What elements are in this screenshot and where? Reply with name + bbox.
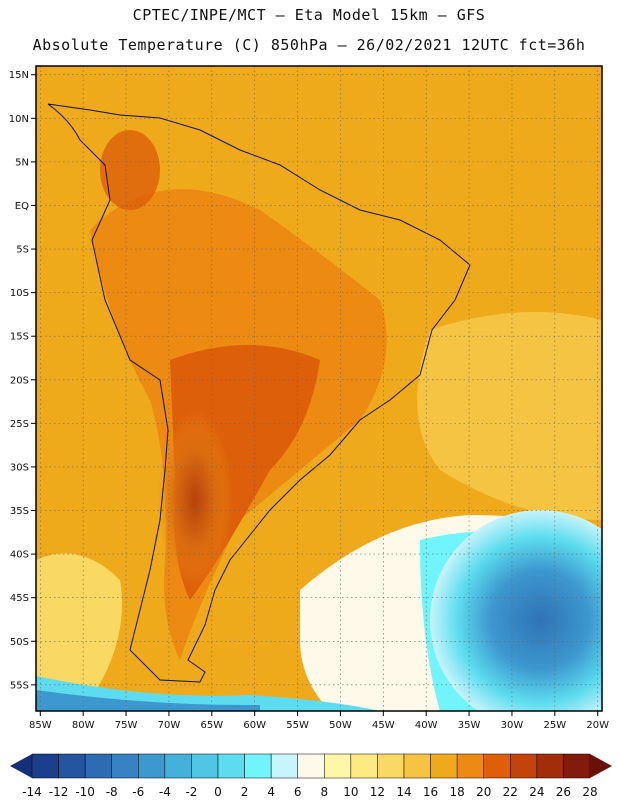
x-tick-label: 75W — [115, 720, 138, 731]
colorbar-label: 18 — [450, 785, 465, 799]
colorbar-swatch — [270, 753, 298, 779]
y-tick-label: 15N — [9, 70, 29, 81]
temperature-field — [36, 66, 602, 711]
colorbar-swatch — [138, 753, 166, 779]
colorbar-label: -10 — [75, 785, 95, 799]
colorbar-swatch — [377, 753, 405, 779]
colorbar-swatch — [430, 753, 458, 779]
y-tick-label: EQ — [15, 201, 29, 212]
colorbar-swatch — [217, 753, 245, 779]
y-tick-label: 5S — [16, 245, 29, 256]
y-tick-label: 5N — [15, 157, 29, 168]
colorbar-label: -6 — [132, 785, 144, 799]
y-tick-label: 40S — [10, 550, 29, 561]
title-line-2: Absolute Temperature (C) 850hPa – 26/02/… — [32, 36, 586, 54]
x-tick-label: 70W — [158, 720, 181, 731]
title-line-1: CPTEC/INPE/MCT – Eta Model 15km – GFS — [132, 6, 486, 24]
colorbar-label: 22 — [503, 785, 518, 799]
y-tick-label: 20S — [10, 375, 29, 386]
colorbar-label: 10 — [343, 785, 358, 799]
colorbar-left-arrow — [10, 754, 32, 778]
colorbar-swatch — [31, 753, 59, 779]
x-tick-label: 45W — [372, 720, 395, 731]
field-southern-strip-inner — [36, 690, 260, 711]
colorbar: -14 -12 -10 -8 -6 -4 -2 0 2 4 6 8 10 12 14 16 18 20 22 24 26… — [10, 753, 612, 799]
colorbar-swatch — [563, 753, 591, 779]
colorbar-swatch — [403, 753, 431, 779]
colorbar-swatch — [510, 753, 538, 779]
y-tick-label: 55S — [10, 680, 29, 691]
colorbar-label: -14 — [22, 785, 42, 799]
y-tick-label: 25S — [10, 419, 29, 430]
y-tick-label: 50S — [10, 637, 29, 648]
field-colombia-hot — [100, 130, 160, 210]
colorbar-swatch — [456, 753, 484, 779]
x-tick-label: 25W — [544, 720, 567, 731]
field-pacific-south — [36, 553, 122, 700]
colorbar-label: 2 — [241, 785, 249, 799]
colorbar-swatch — [324, 753, 352, 779]
y-tick-label: 30S — [10, 462, 29, 473]
colorbar-label: -8 — [106, 785, 118, 799]
colorbar-label: 26 — [556, 785, 571, 799]
x-tick-label: 55W — [286, 720, 309, 731]
colorbar-label: 4 — [267, 785, 275, 799]
field-hot-core — [157, 410, 233, 590]
y-tick-label: 10S — [10, 288, 29, 299]
colorbar-swatch — [244, 753, 272, 779]
x-tick-label: 30W — [501, 720, 524, 731]
x-tick-label: 35W — [458, 720, 481, 731]
x-tick-label: 65W — [200, 720, 223, 731]
x-tick-label: 20W — [586, 720, 609, 731]
colorbar-swatch — [297, 753, 325, 779]
y-tick-label: 45S — [10, 593, 29, 604]
colorbar-right-arrow — [590, 754, 612, 778]
colorbar-label: 14 — [396, 785, 411, 799]
colorbar-swatch — [111, 753, 139, 779]
colorbar-label: 8 — [320, 785, 328, 799]
colorbar-label: -2 — [185, 785, 197, 799]
colorbar-label: -4 — [159, 785, 171, 799]
map-frame — [35, 65, 603, 712]
colorbar-label: 16 — [423, 785, 438, 799]
axis-ticks: 85W 80W 75W 70W 65W 60W 55W 50W 45W 40W 35W 30W 25W 2… — [9, 70, 609, 731]
colorbar-swatch — [191, 753, 219, 779]
y-tick-label: 10N — [9, 114, 29, 125]
y-tick-label: 35S — [10, 506, 29, 517]
y-tick-label: 15S — [10, 332, 29, 343]
coastline-south-america — [47, 103, 471, 683]
x-tick-label: 80W — [72, 720, 95, 731]
colorbar-label: 20 — [476, 785, 491, 799]
colorbar-swatch — [164, 753, 192, 779]
x-tick-label: 60W — [243, 720, 266, 731]
colorbar-label: 0 — [214, 785, 222, 799]
colorbar-label: -12 — [49, 785, 69, 799]
colorbar-label: 6 — [294, 785, 302, 799]
x-tick-label: 40W — [415, 720, 438, 731]
x-tick-label: 50W — [329, 720, 352, 731]
colorbar-swatch — [350, 753, 378, 779]
colorbar-label: 28 — [582, 785, 597, 799]
colorbar-label: 12 — [370, 785, 385, 799]
colorbar-swatch — [58, 753, 86, 779]
colorbar-swatch — [536, 753, 564, 779]
field-atlantic-warm — [417, 312, 602, 520]
colorbar-swatch — [483, 753, 511, 779]
colorbar-swatch — [84, 753, 112, 779]
field-cold-core — [430, 510, 602, 711]
x-tick-label: 85W — [29, 720, 52, 731]
colorbar-label: 24 — [529, 785, 544, 799]
